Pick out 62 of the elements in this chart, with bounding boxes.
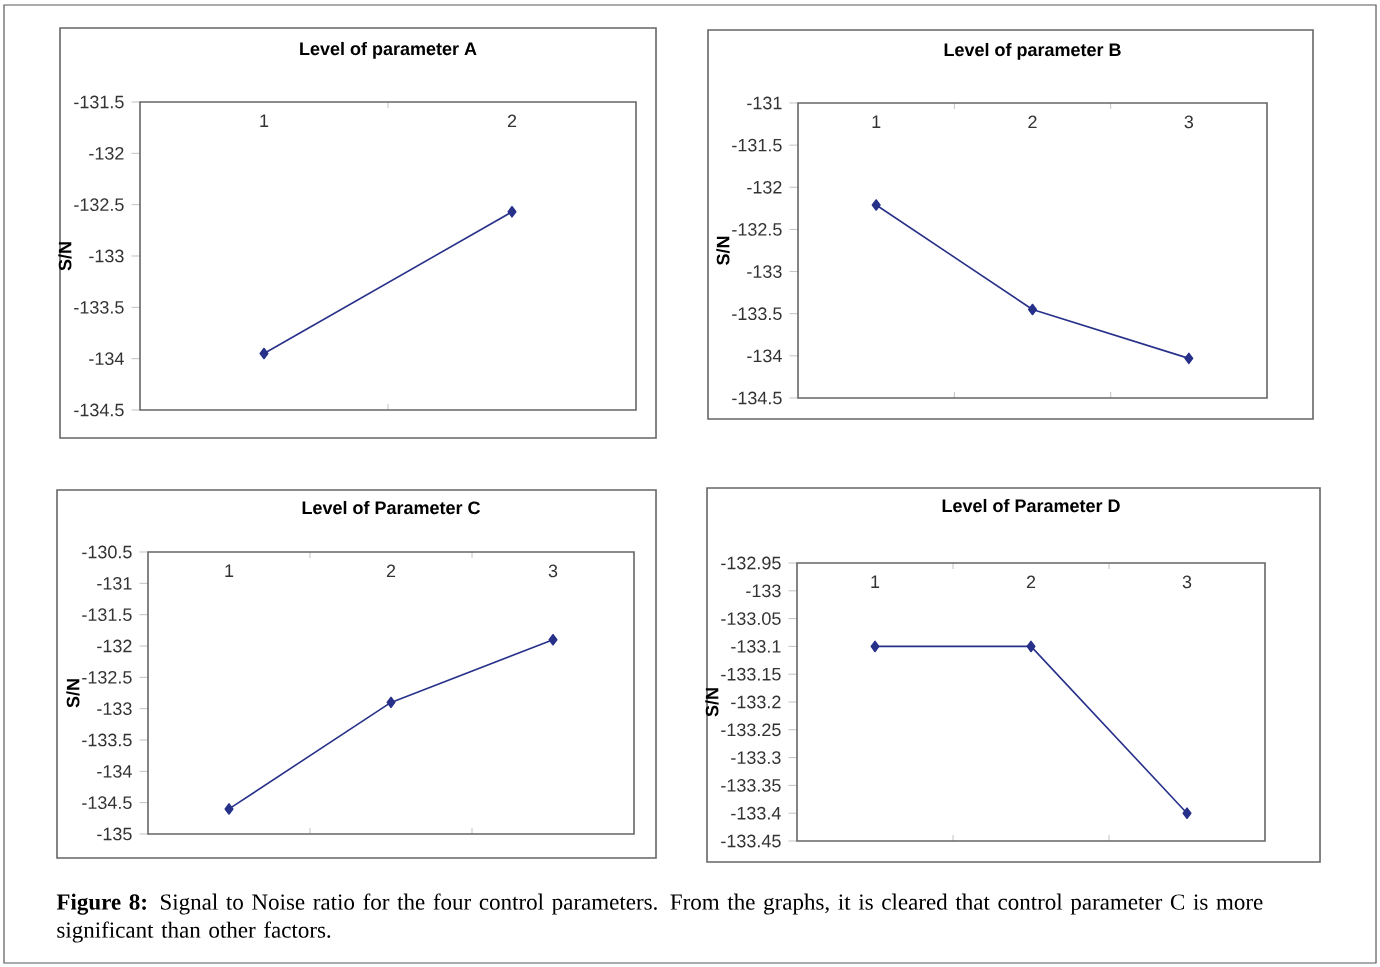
y-axis-title: S/N (58, 242, 72, 271)
y-tick-label: -134 (89, 352, 124, 366)
x-tick-label: 3 (1184, 115, 1194, 129)
x-tick-label: 2 (386, 564, 396, 578)
y-tick-label: -133 (747, 265, 782, 278)
y-tick-label: -134.5 (74, 403, 124, 417)
chart-title: Level of parameter B (944, 42, 1121, 60)
x-tick-label: 1 (871, 575, 880, 588)
x-tick-label: 1 (225, 564, 234, 577)
point (224, 803, 234, 815)
y-tick-label: -134.5 (732, 391, 782, 405)
x-tick-label: 3 (1182, 575, 1192, 589)
point (1184, 352, 1194, 365)
y-axis-title: S/N (66, 679, 80, 708)
y-tick-label: -134.5 (82, 796, 132, 810)
y-tick-label: -133.5 (74, 300, 124, 314)
chart-title: Level of Parameter D (942, 498, 1120, 513)
y-tick-label: -132.95 (721, 556, 781, 570)
y-tick-label: -133.15 (721, 667, 781, 681)
y-tick-label: -133.45 (721, 834, 781, 848)
y-tick-label: -135 (97, 827, 132, 841)
x-tick-label: 1 (260, 114, 269, 127)
y-tick-label: -133.5 (82, 733, 132, 747)
x-tick-label: 1 (872, 115, 881, 128)
x-tick-label: 3 (548, 564, 558, 578)
text: Figure 8: Signal to Noise ratio for the four control parameters. From the graphs, it is cleared that control parameter C is more significant than other factors. (56, 893, 1263, 943)
y-tick-label: -131.5 (82, 608, 132, 622)
y-axis-title: S/N (705, 688, 719, 717)
point (548, 633, 558, 646)
y-tick-label: -134 (747, 349, 782, 363)
point (386, 696, 396, 709)
y-tick-label: -131 (747, 96, 782, 110)
chart-title: Level of Parameter C (302, 500, 481, 515)
point (1027, 303, 1038, 316)
y-tick-label: -133 (89, 249, 124, 263)
y-tick-label: -133.4 (731, 806, 781, 820)
y-tick-label: -133.1 (731, 640, 781, 653)
x-tick-label: 2 (1026, 575, 1036, 589)
y-tick-label: -132 (89, 146, 124, 160)
y-tick-label: -130.5 (82, 545, 132, 559)
y-tick-label: -132 (97, 639, 132, 653)
x-tick-label: 2 (507, 114, 517, 128)
y-tick-label: -132.5 (732, 223, 782, 236)
x-tick-label: 2 (1028, 115, 1037, 129)
y-tick-label: -131.5 (732, 138, 782, 152)
y-tick-label: -133.05 (721, 612, 781, 625)
y-tick-label: -133.35 (721, 779, 781, 792)
y-tick-label: -133.25 (721, 723, 781, 737)
y-axis-title: S/N (716, 236, 730, 265)
y-tick-label: -133 (746, 584, 781, 598)
y-tick-label: -133.3 (731, 751, 781, 764)
y-tick-label: -132.5 (82, 670, 132, 684)
y-tick-label: -132 (747, 180, 782, 194)
y-tick-label: -131.5 (74, 95, 124, 109)
y-tick-label: -134 (97, 764, 132, 778)
chart-title: Level of parameter A (300, 41, 477, 59)
point (871, 199, 881, 211)
y-tick-label: -132.5 (74, 198, 124, 212)
y-tick-label: -133.2 (731, 695, 781, 709)
y-tick-label: -131 (97, 576, 132, 590)
y-tick-label: -133 (97, 702, 132, 716)
y-tick-label: -133.5 (732, 307, 782, 321)
